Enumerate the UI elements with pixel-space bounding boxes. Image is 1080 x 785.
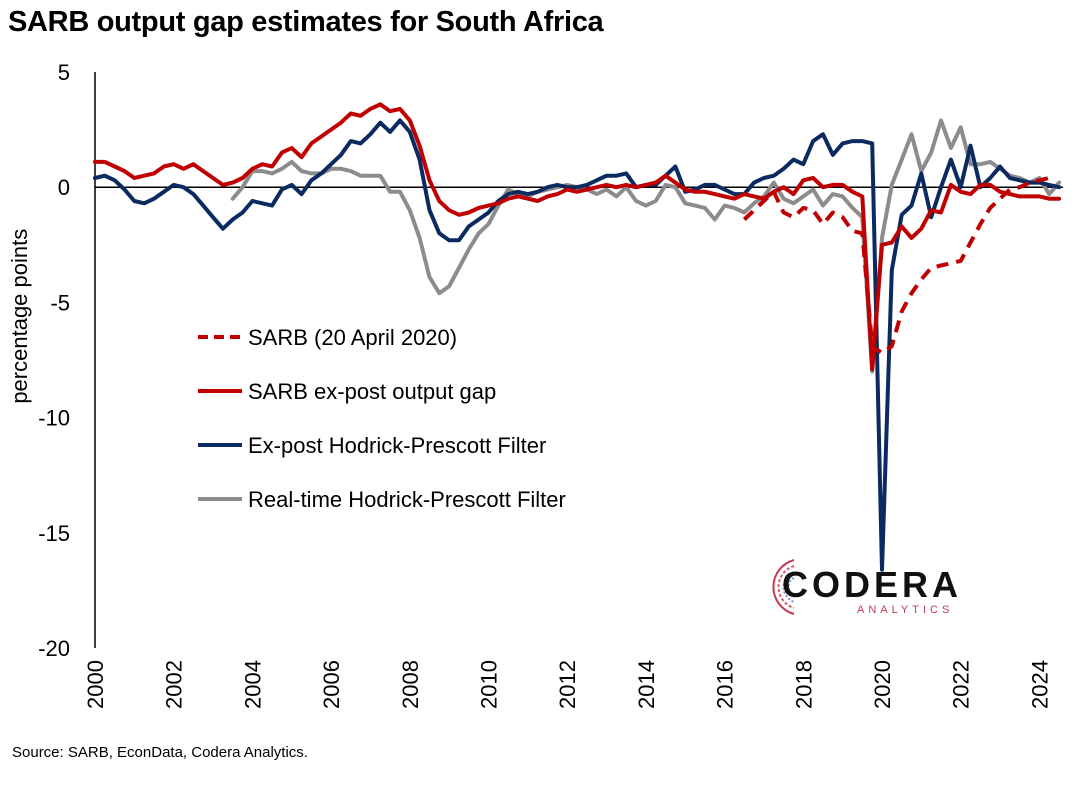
y-tick-label: -20 — [38, 636, 70, 661]
legend-label-0: SARB (20 April 2020) — [248, 325, 457, 350]
x-tick-label: 2000 — [83, 660, 108, 709]
series-line-0 — [742, 176, 1050, 356]
legend-label-1: SARB ex-post output gap — [248, 379, 496, 404]
x-tick-label: 2004 — [240, 660, 265, 709]
x-tick-label: 2022 — [949, 660, 974, 709]
series-line-3 — [230, 118, 1062, 374]
x-tick-label: 2020 — [870, 660, 895, 709]
source-note: Source: SARB, EconData, Codera Analytics… — [12, 744, 308, 761]
logo-subtitle: ANALYTICS — [857, 604, 954, 616]
x-tick-label: 2010 — [476, 660, 501, 709]
series-line-1 — [93, 102, 1062, 372]
y-tick-label: 0 — [58, 175, 70, 200]
y-tick-label: -5 — [50, 290, 70, 315]
x-tick-label: 2016 — [713, 660, 738, 709]
x-tick-label: 2008 — [398, 660, 423, 709]
y-tick-label: 5 — [58, 60, 70, 85]
x-tick-label: 2012 — [555, 660, 580, 709]
legend-label-3: Real-time Hodrick-Prescott Filter — [248, 487, 566, 512]
legend: SARB (20 April 2020) SARB ex-post output … — [198, 325, 566, 512]
series-lines — [93, 102, 1062, 572]
y-axis-label: percentage points — [7, 229, 32, 404]
x-tick-label: 2006 — [319, 660, 344, 709]
chart-title: SARB output gap estimates for South Afri… — [8, 6, 604, 38]
logo-mark-icon — [772, 559, 795, 615]
x-tick-label: 2018 — [791, 660, 816, 709]
codera-logo: CODERA ANALYTICS — [762, 552, 972, 622]
legend-label-2: Ex-post Hodrick-Prescott Filter — [248, 433, 546, 458]
x-tick-label: 2024 — [1027, 660, 1052, 709]
logo-wordmark: CODERA — [782, 564, 963, 605]
axes: 5 0 -5 -10 -15 -20 percentage points 2000 2002 20… — [7, 60, 1063, 709]
x-tick-label: 2002 — [162, 660, 187, 709]
x-tick-label: 2014 — [634, 660, 659, 709]
y-tick-label: -10 — [38, 406, 70, 431]
y-tick-label: -15 — [38, 521, 70, 546]
